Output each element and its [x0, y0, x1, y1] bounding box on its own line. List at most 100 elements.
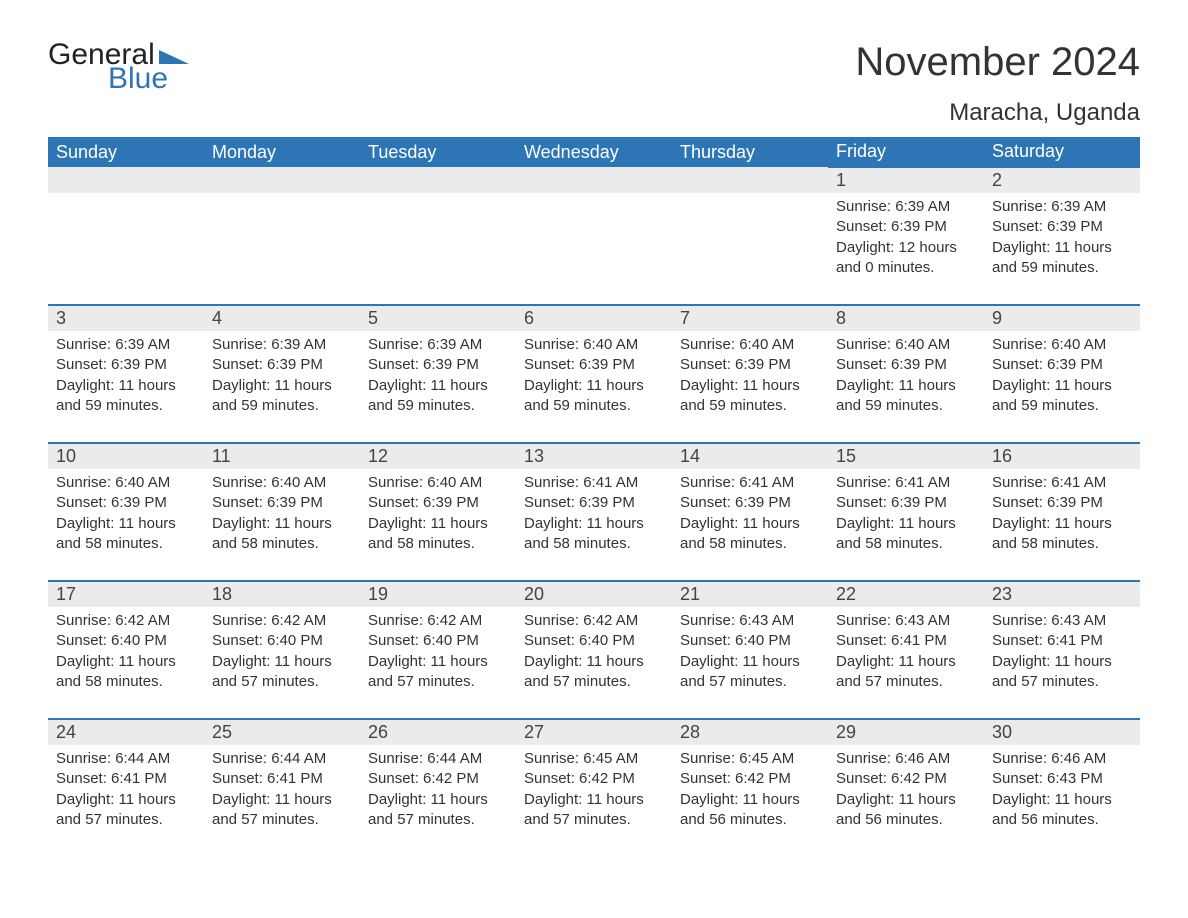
calendar-day: 5Sunrise: 6:39 AMSunset: 6:39 PMDaylight… — [360, 305, 516, 443]
day-detail: Sunrise: 6:39 AMSunset: 6:39 PMDaylight:… — [48, 331, 204, 424]
day-detail: Sunrise: 6:40 AMSunset: 6:39 PMDaylight:… — [828, 331, 984, 424]
day-number: 25 — [204, 720, 360, 745]
day-number: 18 — [204, 582, 360, 607]
calendar-day-empty — [516, 167, 672, 305]
calendar-day: 4Sunrise: 6:39 AMSunset: 6:39 PMDaylight… — [204, 305, 360, 443]
day-detail: Sunrise: 6:42 AMSunset: 6:40 PMDaylight:… — [360, 607, 516, 700]
day-detail: Sunrise: 6:45 AMSunset: 6:42 PMDaylight:… — [672, 745, 828, 838]
day-number: 20 — [516, 582, 672, 607]
day-number: 5 — [360, 306, 516, 331]
day-number: 8 — [828, 306, 984, 331]
day-number: 21 — [672, 582, 828, 607]
day-number — [48, 167, 204, 193]
day-number: 11 — [204, 444, 360, 469]
calendar-day: 21Sunrise: 6:43 AMSunset: 6:40 PMDayligh… — [672, 581, 828, 719]
day-detail: Sunrise: 6:41 AMSunset: 6:39 PMDaylight:… — [672, 469, 828, 562]
day-detail: Sunrise: 6:42 AMSunset: 6:40 PMDaylight:… — [516, 607, 672, 700]
calendar-day: 7Sunrise: 6:40 AMSunset: 6:39 PMDaylight… — [672, 305, 828, 443]
day-number: 4 — [204, 306, 360, 331]
day-detail: Sunrise: 6:41 AMSunset: 6:39 PMDaylight:… — [984, 469, 1140, 562]
day-header: Thursday — [672, 137, 828, 167]
calendar-week: 10Sunrise: 6:40 AMSunset: 6:39 PMDayligh… — [48, 443, 1140, 581]
calendar-day: 27Sunrise: 6:45 AMSunset: 6:42 PMDayligh… — [516, 719, 672, 857]
day-detail: Sunrise: 6:43 AMSunset: 6:40 PMDaylight:… — [672, 607, 828, 700]
calendar-day: 11Sunrise: 6:40 AMSunset: 6:39 PMDayligh… — [204, 443, 360, 581]
day-number: 24 — [48, 720, 204, 745]
day-header: Sunday — [48, 137, 204, 167]
day-number: 1 — [828, 168, 984, 193]
calendar-day: 26Sunrise: 6:44 AMSunset: 6:42 PMDayligh… — [360, 719, 516, 857]
day-detail: Sunrise: 6:40 AMSunset: 6:39 PMDaylight:… — [204, 469, 360, 562]
day-detail: Sunrise: 6:42 AMSunset: 6:40 PMDaylight:… — [48, 607, 204, 700]
day-detail: Sunrise: 6:39 AMSunset: 6:39 PMDaylight:… — [828, 193, 984, 286]
day-header: Friday — [828, 137, 984, 167]
day-number: 16 — [984, 444, 1140, 469]
day-detail: Sunrise: 6:39 AMSunset: 6:39 PMDaylight:… — [984, 193, 1140, 286]
calendar-week: 17Sunrise: 6:42 AMSunset: 6:40 PMDayligh… — [48, 581, 1140, 719]
day-header: Monday — [204, 137, 360, 167]
day-header: Saturday — [984, 137, 1140, 167]
day-header: Wednesday — [516, 137, 672, 167]
calendar-day: 13Sunrise: 6:41 AMSunset: 6:39 PMDayligh… — [516, 443, 672, 581]
calendar-week: 24Sunrise: 6:44 AMSunset: 6:41 PMDayligh… — [48, 719, 1140, 857]
day-number: 23 — [984, 582, 1140, 607]
day-header: Tuesday — [360, 137, 516, 167]
day-number: 29 — [828, 720, 984, 745]
page-title: November 2024 — [855, 40, 1140, 85]
day-detail: Sunrise: 6:44 AMSunset: 6:41 PMDaylight:… — [48, 745, 204, 838]
day-detail: Sunrise: 6:46 AMSunset: 6:42 PMDaylight:… — [828, 745, 984, 838]
day-number: 14 — [672, 444, 828, 469]
calendar-day: 14Sunrise: 6:41 AMSunset: 6:39 PMDayligh… — [672, 443, 828, 581]
day-number: 10 — [48, 444, 204, 469]
day-detail: Sunrise: 6:45 AMSunset: 6:42 PMDaylight:… — [516, 745, 672, 838]
day-number: 2 — [984, 168, 1140, 193]
brand-logo: General Blue — [48, 40, 189, 94]
day-number: 28 — [672, 720, 828, 745]
calendar-day: 2Sunrise: 6:39 AMSunset: 6:39 PMDaylight… — [984, 167, 1140, 305]
calendar-week: 3Sunrise: 6:39 AMSunset: 6:39 PMDaylight… — [48, 305, 1140, 443]
calendar-day: 20Sunrise: 6:42 AMSunset: 6:40 PMDayligh… — [516, 581, 672, 719]
calendar-day: 30Sunrise: 6:46 AMSunset: 6:43 PMDayligh… — [984, 719, 1140, 857]
day-number — [672, 167, 828, 193]
day-number: 6 — [516, 306, 672, 331]
calendar-day: 24Sunrise: 6:44 AMSunset: 6:41 PMDayligh… — [48, 719, 204, 857]
day-detail: Sunrise: 6:40 AMSunset: 6:39 PMDaylight:… — [360, 469, 516, 562]
calendar-day: 17Sunrise: 6:42 AMSunset: 6:40 PMDayligh… — [48, 581, 204, 719]
calendar-day: 16Sunrise: 6:41 AMSunset: 6:39 PMDayligh… — [984, 443, 1140, 581]
calendar-day-empty — [204, 167, 360, 305]
title-block: November 2024 Maracha, Uganda — [855, 40, 1140, 127]
header: General Blue November 2024 Maracha, Ugan… — [48, 40, 1140, 127]
day-number: 15 — [828, 444, 984, 469]
calendar-day: 19Sunrise: 6:42 AMSunset: 6:40 PMDayligh… — [360, 581, 516, 719]
day-number: 27 — [516, 720, 672, 745]
day-detail: Sunrise: 6:43 AMSunset: 6:41 PMDaylight:… — [984, 607, 1140, 700]
day-number: 13 — [516, 444, 672, 469]
calendar-day: 9Sunrise: 6:40 AMSunset: 6:39 PMDaylight… — [984, 305, 1140, 443]
day-detail: Sunrise: 6:44 AMSunset: 6:42 PMDaylight:… — [360, 745, 516, 838]
calendar-week: 1Sunrise: 6:39 AMSunset: 6:39 PMDaylight… — [48, 167, 1140, 305]
calendar-day: 23Sunrise: 6:43 AMSunset: 6:41 PMDayligh… — [984, 581, 1140, 719]
calendar-head: SundayMondayTuesdayWednesdayThursdayFrid… — [48, 137, 1140, 167]
day-number — [204, 167, 360, 193]
calendar-day-empty — [48, 167, 204, 305]
calendar-day: 1Sunrise: 6:39 AMSunset: 6:39 PMDaylight… — [828, 167, 984, 305]
day-number: 26 — [360, 720, 516, 745]
day-number — [360, 167, 516, 193]
calendar-day: 15Sunrise: 6:41 AMSunset: 6:39 PMDayligh… — [828, 443, 984, 581]
brand-word2: Blue — [108, 64, 168, 94]
day-number: 17 — [48, 582, 204, 607]
calendar-body: 1Sunrise: 6:39 AMSunset: 6:39 PMDaylight… — [48, 167, 1140, 857]
day-number: 7 — [672, 306, 828, 331]
day-detail: Sunrise: 6:40 AMSunset: 6:39 PMDaylight:… — [984, 331, 1140, 424]
calendar-day: 29Sunrise: 6:46 AMSunset: 6:42 PMDayligh… — [828, 719, 984, 857]
calendar-day: 10Sunrise: 6:40 AMSunset: 6:39 PMDayligh… — [48, 443, 204, 581]
calendar-day: 8Sunrise: 6:40 AMSunset: 6:39 PMDaylight… — [828, 305, 984, 443]
day-detail: Sunrise: 6:44 AMSunset: 6:41 PMDaylight:… — [204, 745, 360, 838]
day-number — [516, 167, 672, 193]
calendar-day: 18Sunrise: 6:42 AMSunset: 6:40 PMDayligh… — [204, 581, 360, 719]
day-number: 22 — [828, 582, 984, 607]
day-detail: Sunrise: 6:39 AMSunset: 6:39 PMDaylight:… — [204, 331, 360, 424]
calendar-table: SundayMondayTuesdayWednesdayThursdayFrid… — [48, 137, 1140, 857]
day-number: 12 — [360, 444, 516, 469]
day-detail: Sunrise: 6:40 AMSunset: 6:39 PMDaylight:… — [672, 331, 828, 424]
